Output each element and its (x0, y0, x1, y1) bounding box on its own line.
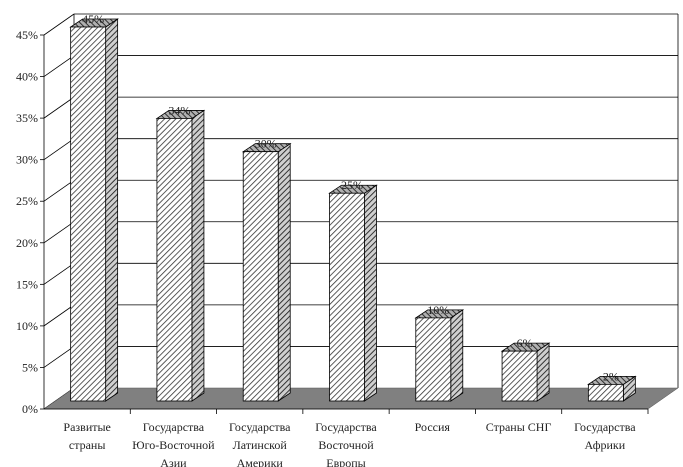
bar: 45% (69, 12, 119, 402)
data-label: 10% (427, 303, 449, 317)
x-category-label: Восточной (318, 438, 374, 452)
bars-group: 45% 34% 30% 25% 10% 6% 2% (69, 12, 637, 402)
y-tick-label: 45% (16, 28, 38, 42)
left-wall-line (43, 55, 75, 77)
data-label: 30% (255, 137, 277, 151)
bar: 2% (587, 369, 637, 402)
data-label: 34% (168, 103, 190, 117)
data-label: 45% (82, 12, 104, 26)
bar: 10% (414, 303, 465, 402)
y-tick-label: 30% (16, 153, 38, 167)
left-wall-line (43, 138, 75, 160)
bar: 25% (328, 178, 378, 402)
bar: 30% (241, 137, 292, 402)
data-label: 25% (341, 178, 363, 192)
x-axis-categories: Развитые страны Государства Юго-Восточной Аз… (63, 409, 649, 467)
data-label: 6% (517, 336, 533, 350)
bar-front (329, 192, 365, 402)
left-wall-line (43, 96, 75, 119)
y-axis-ticks: 0% 5% 10% 15% 20% 25% 30% 35% 40% 45% (16, 28, 45, 416)
bar-side (536, 342, 550, 402)
x-category-label: страны (69, 438, 106, 452)
bar-side (105, 18, 119, 402)
y-tick-label: 35% (16, 111, 38, 125)
bar-side (364, 184, 377, 402)
data-label: 2% (603, 369, 619, 383)
x-category-label: Страны СНГ (486, 420, 552, 434)
x-category-label: Государства (315, 420, 377, 434)
bar-side (277, 142, 291, 402)
bar-front (70, 26, 107, 402)
bar: 6% (500, 336, 551, 402)
left-wall-line (43, 179, 75, 202)
bar: 34% (155, 103, 206, 402)
left-wall-line (43, 346, 75, 368)
x-category-label: Государства (143, 420, 205, 434)
y-tick-label: 10% (16, 319, 38, 333)
x-category-label: Развитые (63, 420, 110, 434)
x-category-label: Государства (229, 420, 291, 434)
x-category-label: Латинской (233, 438, 288, 452)
x-category-label: Россия (415, 420, 451, 434)
left-wall-line (43, 13, 75, 36)
y-tick-label: 5% (22, 360, 38, 374)
y-tick-label: 25% (16, 194, 38, 208)
y-tick-label: 20% (16, 236, 38, 250)
x-category-label: Америки (237, 456, 284, 467)
x-category-label: Государства (574, 420, 636, 434)
y-tick-label: 0% (22, 402, 38, 416)
left-wall (43, 13, 75, 410)
bar-side (450, 309, 464, 402)
bar-front (415, 317, 452, 402)
x-category-label: Юго-Восточной (132, 438, 215, 452)
x-category-label: Азии (160, 456, 187, 467)
bar-front (587, 383, 624, 402)
left-wall-line (43, 304, 75, 327)
bar-front (156, 118, 193, 402)
left-wall-line (43, 221, 75, 244)
x-category-label: Африки (585, 438, 626, 452)
x-category-label: Европы (326, 456, 365, 467)
bar-side (191, 109, 205, 402)
y-tick-label: 15% (16, 277, 38, 291)
y-tick-label: 40% (16, 70, 38, 84)
left-wall-line (43, 263, 75, 285)
bar-front (242, 151, 279, 402)
bar-front (501, 350, 538, 402)
